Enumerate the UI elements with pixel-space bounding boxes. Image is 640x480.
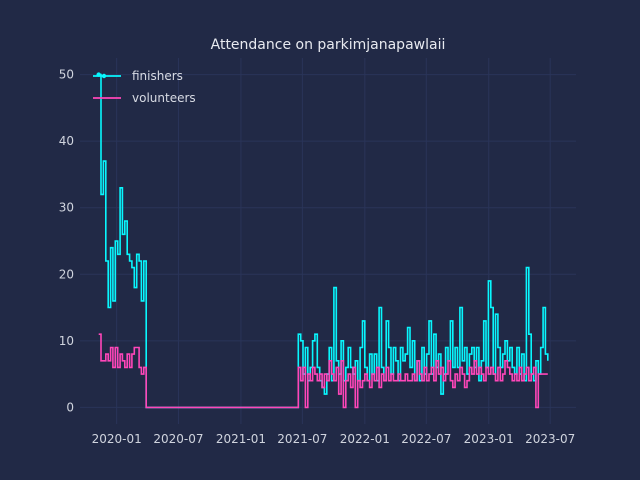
legend-marker-finishers <box>101 73 107 79</box>
x-tick-label: 2021-07 <box>277 432 327 446</box>
x-tick-label: 2023-01 <box>464 432 514 446</box>
x-tick-label: 2022-07 <box>401 432 451 446</box>
y-tick-label: 50 <box>59 68 74 82</box>
legend-label-volunteers: volunteers <box>132 91 196 105</box>
x-tick-label: 2023-07 <box>525 432 575 446</box>
legend-label-finishers: finishers <box>132 69 183 83</box>
x-tick-label: 2021-01 <box>216 432 266 446</box>
x-tick-label: 2020-01 <box>92 432 142 446</box>
grid-lines <box>80 58 576 424</box>
y-tick-label: 20 <box>59 267 74 281</box>
tick-labels: 2020-01 2020-07 2021-01 2021-07 2022-01 2022-… <box>59 68 576 446</box>
y-tick-label: 30 <box>59 201 74 215</box>
series-line-volunteers <box>98 333 548 409</box>
chart-title: Attendance on parkimjanapawlaii <box>211 37 446 53</box>
y-tick-label: 10 <box>59 334 74 348</box>
y-tick-label: 40 <box>59 134 74 148</box>
x-tick-label: 2020-07 <box>153 432 203 446</box>
y-tick-label: 0 <box>66 400 74 414</box>
x-tick-label: 2022-01 <box>340 432 390 446</box>
legend: finishers volunteers <box>93 69 196 105</box>
